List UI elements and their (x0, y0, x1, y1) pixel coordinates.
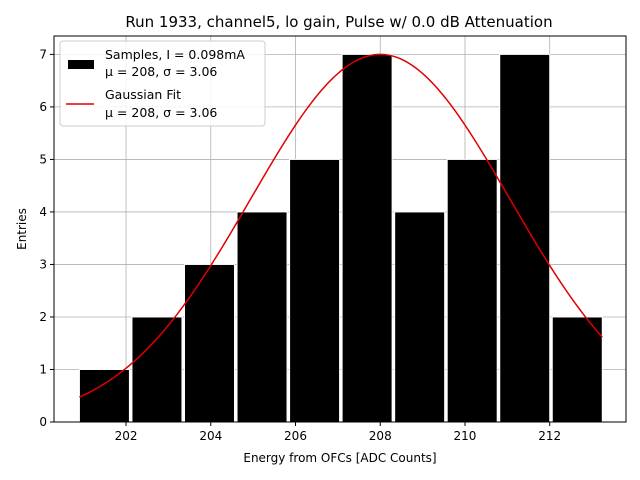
histogram-bar-3 (184, 263, 235, 423)
x-axis-label: Energy from OFCs [ADC Counts] (243, 451, 436, 465)
x-tick-label: 204 (199, 429, 222, 443)
x-axis-ticks: 202 204 206 208 210 212 (115, 422, 561, 443)
y-tick-label: 4 (39, 205, 47, 219)
legend-samples-swatch (68, 60, 94, 69)
histogram-bars (78, 53, 603, 423)
plot-frame (53, 35, 627, 423)
legend-fit-label: Gaussian Fit (105, 87, 181, 102)
x-tick-label: 212 (538, 429, 561, 443)
histogram-bar-2 (131, 316, 183, 423)
histogram-bar-4 (236, 211, 288, 423)
histogram-bar-10 (551, 316, 603, 423)
legend-box (59, 40, 266, 127)
y-axis-ticks: 0 1 2 3 4 5 6 7 (39, 47, 54, 429)
histogram-bar-8 (446, 158, 498, 423)
histogram-bar-7 (394, 211, 446, 423)
y-tick-label: 6 (39, 100, 47, 114)
y-tick-label: 2 (39, 310, 47, 324)
chart-title: Run 1933, channel5, lo gain, Pulse w/ 0.… (125, 13, 552, 31)
histogram-bar-6 (341, 53, 393, 423)
gaussian-fit (79, 53, 603, 398)
x-tick-label: 208 (369, 429, 392, 443)
y-tick-label: 0 (39, 415, 47, 429)
x-tick-label: 202 (115, 429, 138, 443)
legend-samples-stats: μ = 208, σ = 3.06 (105, 64, 217, 79)
y-axis-label: Entries (15, 208, 29, 250)
y-tick-label: 1 (39, 362, 47, 376)
histogram-bar-1 (78, 368, 130, 423)
y-tick-label: 5 (39, 152, 47, 166)
gaussian-fit-curve (79, 53, 603, 398)
y-tick-label: 7 (39, 47, 47, 61)
histogram-bar-9 (499, 53, 551, 423)
legend-samples-label: Samples, I = 0.098mA (105, 47, 245, 62)
legend: Samples, I = 0.098mA μ = 208, σ = 3.06 G… (59, 40, 266, 127)
x-tick-label: 210 (454, 429, 477, 443)
histogram-bar-5 (289, 158, 341, 423)
y-tick-label: 3 (39, 257, 47, 271)
legend-fit-stats: μ = 208, σ = 3.06 (105, 105, 217, 120)
x-tick-label: 206 (284, 429, 307, 443)
